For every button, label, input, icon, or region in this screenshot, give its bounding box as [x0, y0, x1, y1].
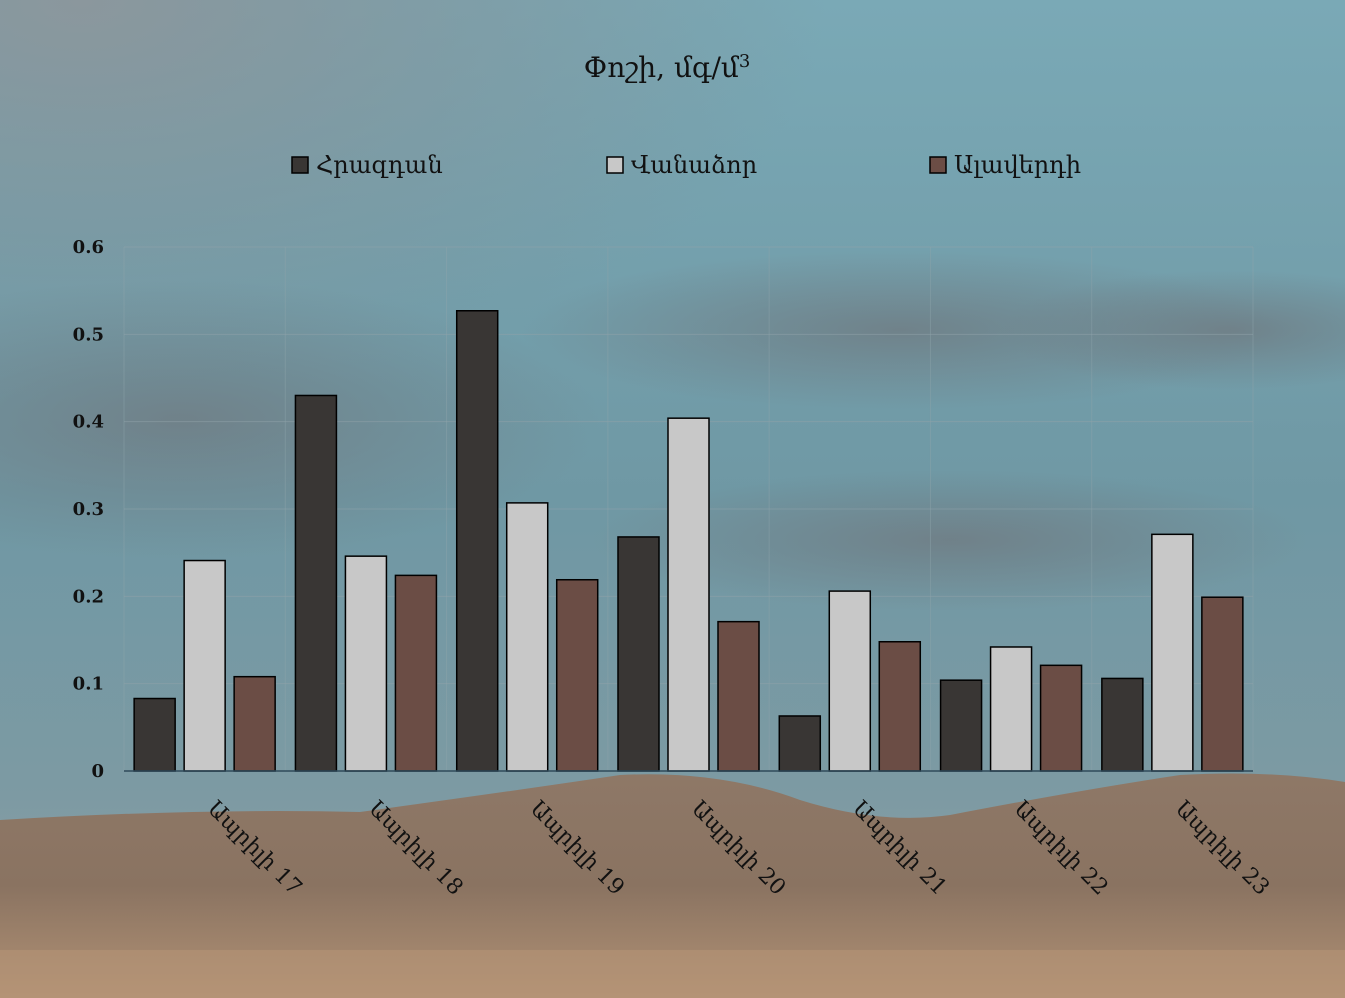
- x-tick-label: Ապրիլի 18: [363, 796, 467, 900]
- legend-swatch: [291, 156, 309, 174]
- bar: [1151, 533, 1194, 772]
- y-tick-label: 0: [91, 761, 104, 782]
- y-tick-label: 0.2: [73, 586, 104, 607]
- bar: [828, 590, 872, 772]
- x-tick-label: Ապրիլի 17: [202, 796, 306, 900]
- bar: [1101, 677, 1144, 772]
- chart-title-superscript: 3: [739, 51, 750, 72]
- y-axis: 0 0.1 0.2 0.3 0.4 0.5 0.6: [73, 237, 104, 782]
- y-tick-label: 0.3: [73, 499, 104, 520]
- x-axis: Ապրիլի 17 Ապրիլի 18 Ապրիլի 19 Ապրիլի 20 Ապրի…: [124, 770, 1274, 900]
- bar: [717, 620, 760, 772]
- bar: [233, 675, 276, 772]
- bar: [989, 646, 1033, 772]
- bar: [344, 555, 388, 772]
- chart-title: Փոշի, մգ/մ3: [584, 51, 751, 84]
- bar: [555, 578, 599, 772]
- bar: [878, 640, 922, 772]
- y-tick-label: 0.6: [73, 237, 104, 258]
- legend-label: Ալավերդի: [954, 151, 1081, 179]
- bar: [455, 310, 499, 772]
- bar: [778, 715, 822, 772]
- x-tick-label: Ապրիլի 19: [525, 796, 629, 900]
- bar: [394, 574, 438, 772]
- y-tick-label: 0.1: [73, 674, 104, 695]
- x-tick-label: Ապրիլի 20: [686, 796, 790, 900]
- x-tick-label: Ապրիլի 22: [1009, 796, 1113, 900]
- legend-label: Վանաձոր: [631, 151, 757, 179]
- chart-title-text: Փոշի, մգ/մ: [584, 51, 740, 84]
- x-tick-label: Ապրիլի 21: [847, 796, 951, 900]
- legend-swatch: [929, 156, 947, 174]
- legend-label: Հրազդան: [316, 151, 443, 179]
- bar: [1201, 596, 1244, 772]
- bar: [667, 417, 710, 772]
- bar: [1039, 664, 1083, 772]
- x-tick-label: Ապրիլի 23: [1170, 796, 1274, 900]
- bar: [183, 559, 226, 772]
- bar: [505, 502, 549, 772]
- bar: [939, 679, 983, 772]
- legend-swatch: [606, 156, 624, 174]
- y-tick-label: 0.4: [73, 412, 104, 433]
- legend: Հրազդան Վանաձոր Ալավերդի: [291, 151, 1081, 179]
- bar: [294, 394, 338, 772]
- bar: [617, 536, 660, 772]
- bars: [133, 310, 1244, 772]
- y-tick-label: 0.5: [73, 324, 104, 345]
- bar: [133, 697, 176, 772]
